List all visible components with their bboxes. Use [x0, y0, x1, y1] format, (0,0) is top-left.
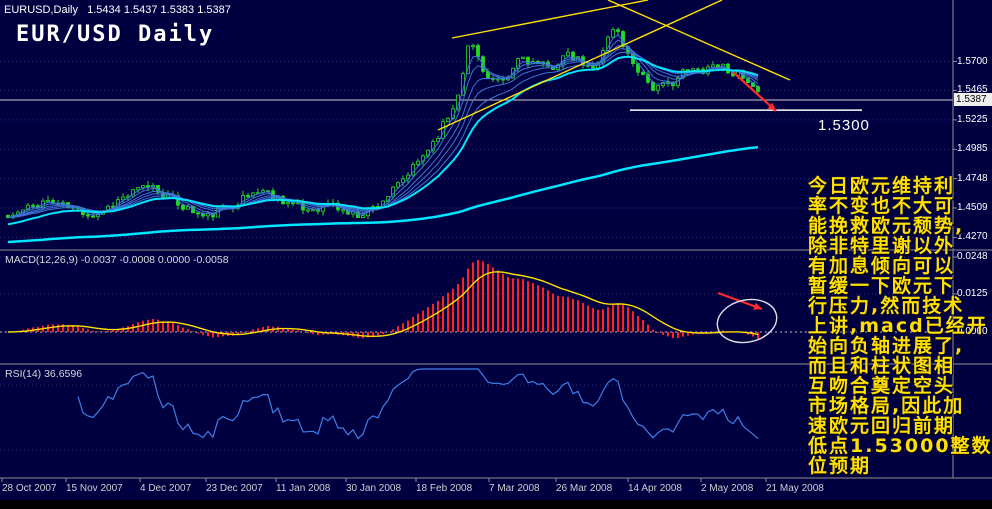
rsi-line [77, 368, 759, 440]
time-axis-label: 23 Dec 2007 [206, 483, 263, 494]
price-axis-label: 1.4748 [957, 172, 988, 184]
time-axis-label: 11 Jan 2008 [276, 483, 331, 494]
candle-body [466, 45, 470, 75]
time-axis-label: 14 Apr 2008 [628, 483, 682, 494]
time-axis-label: 28 Oct 2007 [2, 483, 57, 494]
candle-body [446, 118, 450, 123]
ma-medium-line [7, 55, 759, 226]
annotation-arrow-head [767, 102, 776, 111]
candle-body [571, 51, 575, 61]
candle-body [431, 141, 435, 151]
price-axis-label: 1.5700 [957, 55, 988, 67]
candle-body [616, 29, 620, 32]
time-axis-label: 2 May 2008 [701, 483, 754, 494]
macd-indicator-label: MACD(12,26,9) -0.0037 -0.0008 0.0000 -0.… [5, 254, 229, 266]
candle-body [196, 212, 200, 215]
candle-body [311, 209, 315, 212]
current-price-tag: 1.5387 [954, 93, 992, 106]
candle-body [526, 56, 530, 65]
candle-body [656, 85, 660, 91]
candle-body [566, 51, 570, 57]
ma-ribbon-line [7, 34, 759, 219]
macd-signal-line [7, 271, 759, 338]
candle-body [341, 209, 345, 212]
support-target-label: 1.5300 [818, 117, 870, 134]
candle-body [306, 209, 310, 212]
candle-body [611, 29, 615, 38]
price-axis-label: 1.4509 [957, 201, 988, 213]
candle-body [471, 45, 475, 48]
candle-body [136, 187, 140, 191]
time-axis-label: 21 May 2008 [766, 483, 824, 494]
annotation-arrow-head [753, 302, 762, 310]
candle-body [91, 215, 95, 218]
price-axis-label: 1.5465 [957, 84, 988, 96]
time-axis-label: 15 Nov 2007 [66, 483, 123, 494]
analysis-note: 今日欧元维持利 率不变也不大可 能挽救欧元颓势, 除非特里谢以外 有加息倾向可以… [808, 175, 992, 477]
price-axis-label: 1.4270 [957, 231, 988, 243]
time-axis-label: 7 Mar 2008 [489, 483, 540, 494]
rsi-indicator-label: RSI(14) 36.6596 [5, 368, 83, 380]
candle-body [416, 160, 420, 165]
candle-body [641, 71, 645, 75]
macd-axis-label: 0.0125 [957, 288, 988, 299]
chart-title-label: EUR/USD Daily [16, 22, 215, 47]
candle-body [186, 205, 190, 210]
candle-body [86, 214, 90, 217]
candle-body [401, 178, 405, 184]
macd-axis-label: 0.0248 [957, 251, 988, 262]
symbol-quote-line: EURUSD,Daily 1.5434 1.5437 1.5383 1.5387 [4, 4, 231, 16]
candle-body [26, 204, 30, 211]
candle-body [286, 202, 290, 205]
time-axis-label: 30 Jan 2008 [346, 483, 402, 494]
candle-body [361, 215, 365, 218]
trendline [607, 0, 791, 81]
annotation-arrow [732, 71, 777, 112]
candle-body [521, 56, 525, 60]
time-axis-label: 4 Dec 2007 [140, 483, 192, 494]
ma-slow-line [7, 145, 759, 244]
annotation-ellipse [716, 298, 778, 344]
price-axis-label: 1.4985 [957, 143, 988, 155]
candle-body [396, 182, 400, 188]
trendline [451, 0, 649, 39]
candle-body [31, 204, 35, 207]
macd-axis-label: 0.0000 [957, 326, 988, 337]
price-axis-label: 1.5225 [957, 113, 988, 125]
candle-body [516, 58, 520, 69]
candle-body [246, 195, 250, 198]
candle-body [46, 199, 50, 202]
trendline [437, 0, 723, 131]
time-axis-label: 26 Mar 2008 [556, 483, 613, 494]
time-axis-label: 18 Feb 2008 [416, 483, 473, 494]
candle-body [121, 196, 125, 201]
window-edge [0, 500, 992, 509]
